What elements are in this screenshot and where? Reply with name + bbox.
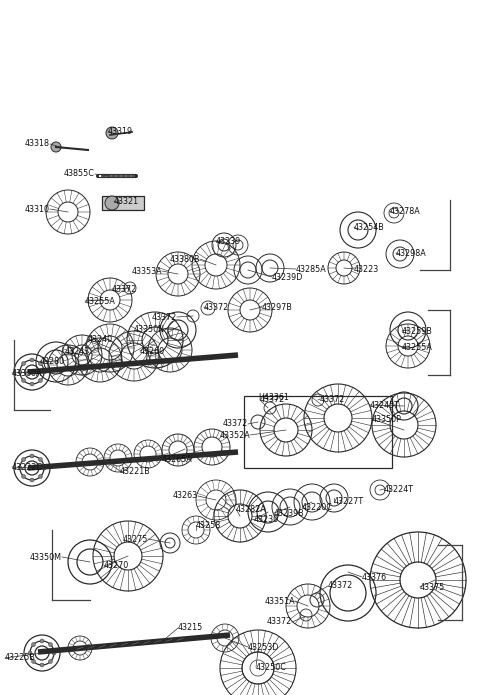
Text: 43278A: 43278A [390, 206, 421, 215]
Text: 43260: 43260 [140, 347, 165, 356]
Text: 43255A: 43255A [402, 343, 433, 352]
Circle shape [28, 651, 32, 655]
Text: 43239: 43239 [216, 236, 241, 245]
Circle shape [22, 361, 25, 366]
Text: 43350M: 43350M [30, 553, 62, 562]
Circle shape [38, 379, 42, 382]
Text: 43221B: 43221B [120, 466, 151, 475]
Text: 43372: 43372 [204, 302, 229, 311]
Text: 43372: 43372 [112, 284, 137, 293]
Circle shape [48, 660, 52, 664]
Circle shape [38, 475, 42, 478]
Text: 43280: 43280 [40, 357, 65, 366]
Circle shape [30, 454, 34, 458]
Circle shape [30, 478, 34, 482]
Circle shape [32, 660, 36, 664]
Text: 43270: 43270 [104, 562, 129, 571]
Text: 43297B: 43297B [262, 302, 293, 311]
Text: 43255A: 43255A [85, 297, 116, 306]
Text: 43225B: 43225B [5, 653, 36, 662]
Circle shape [42, 466, 46, 470]
Text: 43223: 43223 [354, 265, 379, 274]
Text: 43372: 43372 [152, 313, 177, 322]
Text: 43372: 43372 [260, 395, 285, 404]
Text: 43360A: 43360A [12, 368, 43, 377]
Text: 43353A: 43353A [132, 266, 162, 275]
Text: 43372: 43372 [267, 617, 292, 626]
Text: 43318: 43318 [25, 140, 50, 149]
Text: 43375: 43375 [420, 582, 445, 591]
Circle shape [106, 127, 118, 139]
Circle shape [22, 457, 25, 461]
Text: 43253D: 43253D [248, 642, 279, 651]
Text: 43351A: 43351A [264, 596, 295, 605]
Text: 43224T: 43224T [384, 484, 414, 493]
Circle shape [51, 142, 61, 152]
Text: 43245T: 43245T [370, 400, 400, 409]
Text: 43240: 43240 [88, 334, 113, 343]
Text: 43376: 43376 [362, 573, 387, 582]
Text: 43310: 43310 [25, 204, 50, 213]
Circle shape [38, 457, 42, 461]
Text: 43372: 43372 [223, 420, 248, 429]
Text: 43285A: 43285A [296, 265, 327, 274]
Text: 43259B: 43259B [402, 327, 433, 336]
Text: 43372: 43372 [320, 395, 345, 404]
Text: 43350P: 43350P [372, 414, 402, 423]
Text: 43215: 43215 [178, 623, 203, 632]
Circle shape [42, 370, 46, 374]
Circle shape [32, 643, 36, 646]
Text: 43282A: 43282A [236, 505, 267, 514]
Circle shape [38, 361, 42, 366]
Text: 43265A: 43265A [162, 455, 193, 464]
Circle shape [48, 643, 52, 646]
Text: 43254B: 43254B [354, 222, 385, 231]
Circle shape [22, 475, 25, 478]
Text: 43372: 43372 [328, 582, 353, 591]
Text: 43275: 43275 [122, 534, 148, 543]
Text: 43352A: 43352A [219, 430, 250, 439]
Circle shape [105, 196, 119, 210]
Circle shape [40, 663, 44, 667]
Circle shape [30, 358, 34, 362]
Circle shape [52, 651, 56, 655]
Text: 43222C: 43222C [12, 462, 43, 471]
Circle shape [22, 379, 25, 382]
Text: 43321: 43321 [114, 197, 139, 206]
Text: 43239B: 43239B [274, 509, 305, 518]
Text: 43855C: 43855C [64, 170, 95, 179]
Text: 43298A: 43298A [396, 249, 427, 258]
Bar [102, 196, 144, 210]
Bar [244, 396, 392, 468]
Text: 43258: 43258 [196, 521, 221, 530]
Text: 43380B: 43380B [169, 254, 200, 263]
Text: 43319: 43319 [108, 126, 133, 136]
Circle shape [30, 382, 34, 386]
Text: 43250C: 43250C [256, 662, 287, 671]
Text: 43230: 43230 [254, 516, 279, 525]
Text: 43220C: 43220C [302, 502, 333, 512]
Circle shape [18, 370, 22, 374]
Text: 43350N: 43350N [134, 325, 165, 334]
Text: 43227T: 43227T [334, 498, 364, 507]
Text: H43361: H43361 [258, 393, 289, 402]
Text: 43263: 43263 [173, 491, 198, 500]
Text: 43243: 43243 [65, 348, 90, 357]
Circle shape [18, 466, 22, 470]
Text: 43239D: 43239D [272, 272, 303, 281]
Circle shape [40, 639, 44, 643]
